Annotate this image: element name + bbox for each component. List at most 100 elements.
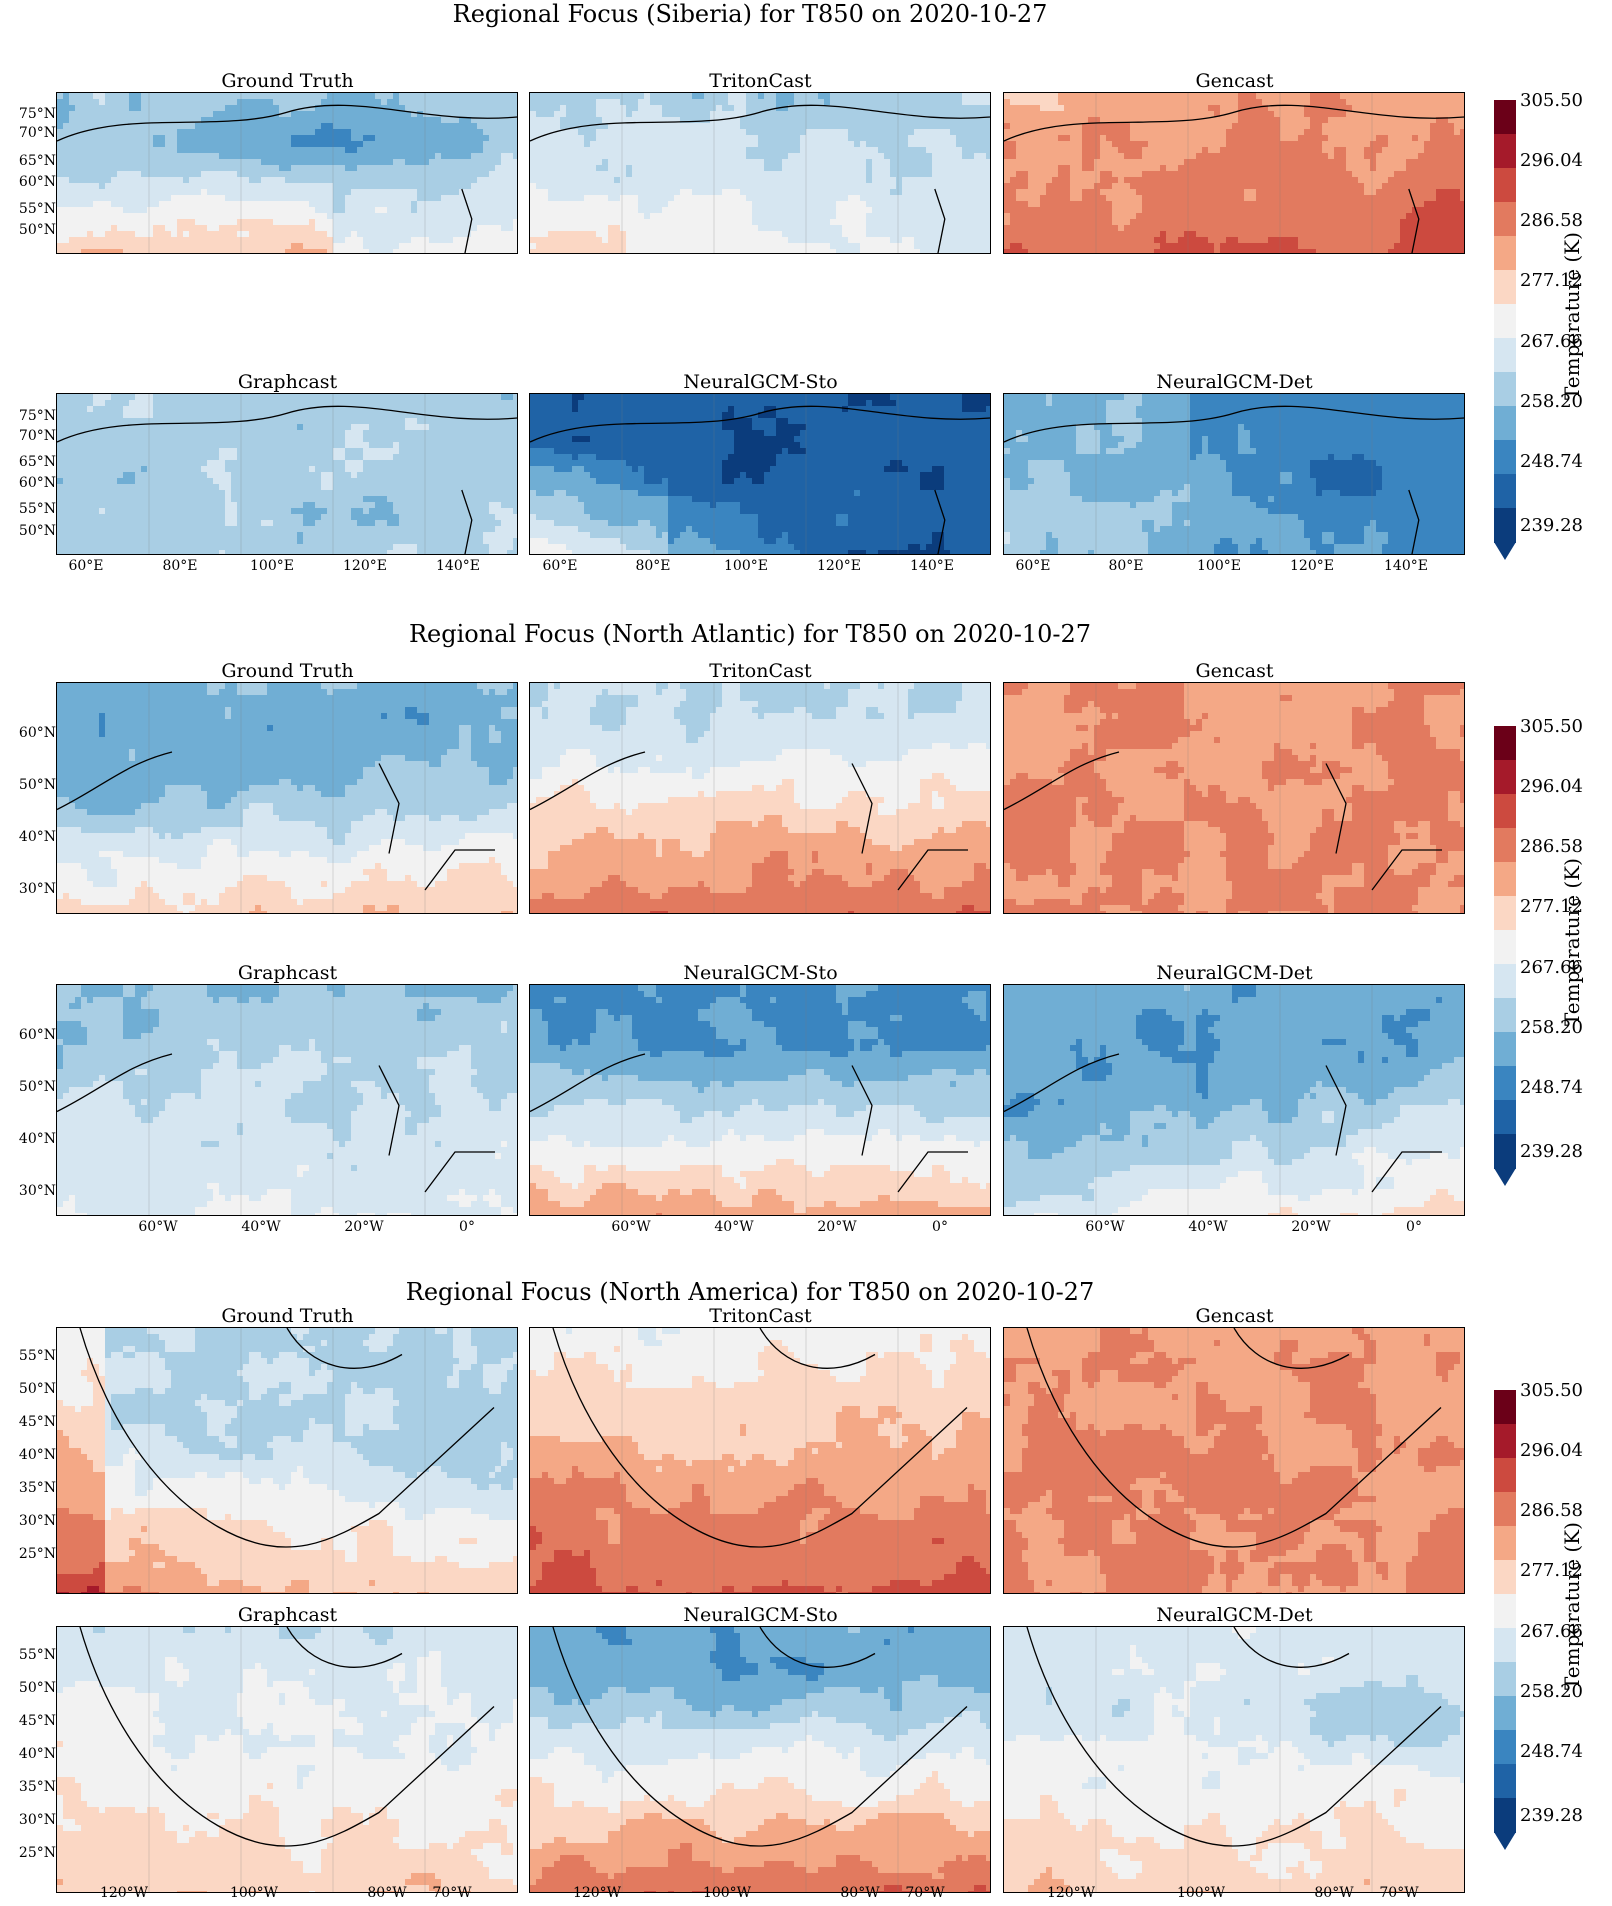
field-cell <box>872 225 879 232</box>
field-cell <box>902 231 909 238</box>
field-cell <box>141 159 148 166</box>
field-cell <box>117 135 124 142</box>
field-cell <box>1016 153 1023 160</box>
field-cell <box>566 249 573 253</box>
field-cell <box>932 129 939 136</box>
field-cell <box>578 117 585 124</box>
field-cell <box>135 225 142 232</box>
field-cell <box>872 153 879 160</box>
field-cell <box>812 165 819 172</box>
field-cell <box>650 93 657 100</box>
field-cell <box>99 153 106 160</box>
field-cell <box>686 165 693 172</box>
field-cell <box>1298 99 1305 106</box>
field-cell <box>255 93 262 100</box>
field-cell <box>800 177 807 184</box>
field-cell <box>1460 99 1464 106</box>
field-cell <box>620 171 627 178</box>
field-cell <box>243 213 250 220</box>
field-cell <box>327 99 334 106</box>
field-cell <box>800 123 807 130</box>
field-cell <box>195 99 202 106</box>
field-cell <box>189 99 196 106</box>
field-cell <box>680 213 687 220</box>
field-cell <box>662 237 669 244</box>
field-cell <box>315 147 322 154</box>
field-cell <box>483 249 490 253</box>
field-cell <box>692 147 699 154</box>
field-cell <box>860 231 867 238</box>
field-cell <box>351 183 358 190</box>
field-cell <box>63 183 70 190</box>
field-cell <box>1274 147 1281 154</box>
field-cell <box>590 201 597 208</box>
field-cell <box>1442 129 1449 136</box>
field-cell <box>105 195 112 202</box>
field-cell <box>1136 147 1143 154</box>
field-cell <box>219 141 226 148</box>
field-cell <box>399 207 406 214</box>
field-cell <box>530 141 537 148</box>
field-cell <box>411 159 418 166</box>
field-cell <box>1406 147 1413 154</box>
field-cell <box>842 111 849 118</box>
field-cell <box>129 141 136 148</box>
field-cell <box>183 237 190 244</box>
field-cell <box>1004 129 1011 136</box>
field-cell <box>345 171 352 178</box>
field-cell <box>740 117 747 124</box>
field-cell <box>848 189 855 196</box>
field-cell <box>1046 93 1053 100</box>
field-cell <box>878 183 885 190</box>
field-cell <box>1004 105 1011 112</box>
field-cell <box>363 111 370 118</box>
field-cell <box>345 135 352 142</box>
field-cell <box>1208 99 1215 106</box>
field-cell <box>1154 147 1161 154</box>
field-cell <box>536 213 543 220</box>
field-cell <box>279 231 286 238</box>
field-cell <box>632 99 639 106</box>
field-cell <box>1328 93 1335 100</box>
field-cell <box>1046 141 1053 148</box>
temperature-field <box>57 93 517 253</box>
field-cell <box>423 213 430 220</box>
field-cell <box>177 249 184 253</box>
field-cell <box>87 153 94 160</box>
field-cell <box>656 93 663 100</box>
field-cell <box>986 111 990 118</box>
field-cell <box>219 213 226 220</box>
field-cell <box>261 129 268 136</box>
field-cell <box>1088 153 1095 160</box>
field-cell <box>644 147 651 154</box>
field-cell <box>1442 117 1449 124</box>
field-cell <box>794 171 801 178</box>
field-cell <box>1106 141 1113 148</box>
field-cell <box>938 141 945 148</box>
field-cell <box>1166 93 1173 100</box>
field-cell <box>297 153 304 160</box>
field-cell <box>890 153 897 160</box>
field-cell <box>1448 99 1455 106</box>
field-cell <box>554 105 561 112</box>
field-cell <box>441 171 448 178</box>
field-cell <box>465 159 472 166</box>
field-cell <box>357 153 364 160</box>
field-cell <box>93 93 100 100</box>
field-cell <box>171 207 178 214</box>
field-cell <box>513 189 517 196</box>
field-cell <box>854 177 861 184</box>
field-cell <box>920 123 927 130</box>
field-cell <box>1154 135 1161 142</box>
field-cell <box>387 237 394 244</box>
field-cell <box>620 201 627 208</box>
field-cell <box>147 159 154 166</box>
field-cell <box>225 123 232 130</box>
field-cell <box>1160 135 1167 142</box>
field-cell <box>333 117 340 124</box>
field-cell <box>1250 153 1257 160</box>
field-cell <box>177 105 184 112</box>
field-cell <box>788 177 795 184</box>
field-cell <box>345 129 352 136</box>
field-cell <box>656 147 663 154</box>
